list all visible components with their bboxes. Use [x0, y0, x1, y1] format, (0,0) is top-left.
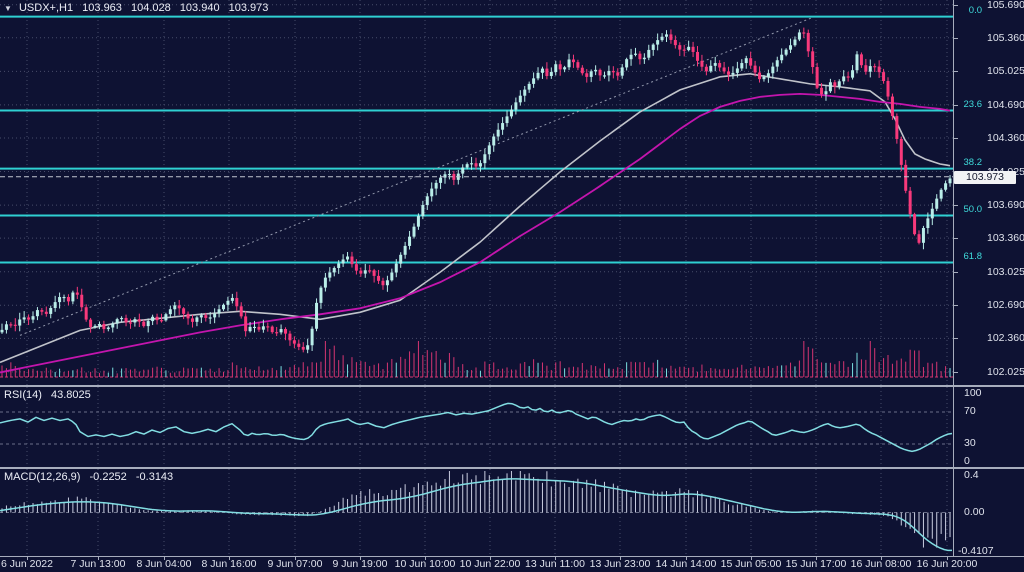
price-axis-tick	[953, 71, 958, 73]
symbol-period-label: USDX+,H1	[18, 2, 74, 14]
time-axis-tick	[27, 556, 28, 560]
fibonacci-level-label: 23.6	[963, 98, 983, 110]
macd-signal-value: -0.3143	[135, 471, 174, 483]
time-axis-tick	[360, 556, 361, 560]
time-axis-tick	[881, 556, 882, 560]
macd-name: MACD(12,26,9)	[4, 471, 81, 483]
price-axis-label: 102.690	[987, 299, 1024, 312]
macd-main-value: -0.2252	[89, 471, 127, 483]
time-axis-label: 10 Jun 22:00	[459, 558, 521, 570]
price-axis-tick	[953, 338, 958, 340]
time-axis-label: 6 Jun 2022	[1, 558, 53, 570]
price-axis-label: 104.360	[987, 131, 1024, 144]
chart-header: ▼ USDX+,H1 103.963 104.028 103.940 103.9…	[4, 2, 274, 14]
time-axis-tick	[751, 556, 752, 560]
fibonacci-level-label: 50.0	[963, 203, 983, 215]
time-axis-tick	[98, 556, 99, 560]
price-axis-tick	[953, 104, 958, 106]
time-axis-tick	[229, 556, 230, 560]
fibonacci-level-label: 61.8	[963, 250, 983, 262]
fibonacci-level-label: 38.2	[963, 156, 983, 168]
indicator-axis-label: -0.4107	[958, 545, 994, 557]
time-axis-label: 13 Jun 23:00	[589, 558, 651, 570]
time-axis-tick	[164, 556, 165, 560]
price-axis-label: 105.690	[987, 0, 1024, 11]
rsi-name: RSI(14)	[4, 389, 42, 401]
open-value: 103.963	[82, 2, 122, 14]
price-axis-tick	[953, 305, 958, 307]
indicator-axis-label: 100	[964, 387, 982, 399]
price-axis-border	[953, 0, 954, 556]
time-axis-tick	[555, 556, 556, 560]
triangle-down-icon[interactable]: ▼	[4, 4, 12, 13]
price-axis-label: 102.025	[987, 365, 1024, 378]
price-axis-tick	[953, 137, 958, 139]
close-value: 103.973	[228, 2, 269, 14]
panel-separator-macd[interactable]	[0, 467, 1024, 469]
price-axis-label: 104.690	[987, 98, 1024, 111]
low-value: 103.940	[179, 2, 220, 14]
time-axis-label: 14 Jun 14:00	[655, 558, 717, 570]
price-axis-label: 103.025	[987, 265, 1024, 278]
panel-separator-rsi[interactable]	[0, 385, 1024, 387]
price-axis-tick	[953, 271, 958, 273]
time-axis-tick	[816, 556, 817, 560]
price-axis-tick	[953, 4, 958, 6]
time-axis-label: 9 Jun 19:00	[332, 558, 388, 570]
indicator-axis-label: 30	[964, 437, 976, 449]
time-axis-label: 16 Jun 08:00	[850, 558, 912, 570]
time-axis-label: 9 Jun 07:00	[267, 558, 323, 570]
fibonacci-level-label: 0.0	[968, 4, 982, 16]
time-axis-label: 13 Jun 11:00	[525, 558, 585, 570]
time-axis-label: 10 Jun 10:00	[394, 558, 456, 570]
time-axis-tick	[490, 556, 491, 560]
rsi-label: RSI(14) 43.8025	[4, 389, 97, 401]
time-axis-label: 8 Jun 16:00	[201, 558, 257, 570]
time-axis-tick	[620, 556, 621, 560]
time-axis-tick	[947, 556, 948, 560]
macd-indicator-canvas[interactable]	[0, 469, 953, 556]
price-axis-tick	[953, 371, 958, 373]
price-axis-tick	[953, 238, 958, 240]
indicator-axis-label: 0.4	[964, 469, 979, 481]
time-axis-label: 15 Jun 17:00	[785, 558, 847, 570]
time-axis-tick	[425, 556, 426, 560]
time-axis-tick	[686, 556, 687, 560]
price-axis-label: 105.360	[987, 31, 1024, 44]
high-value: 104.028	[130, 2, 171, 14]
time-axis-separator	[0, 556, 1024, 557]
price-axis-tick	[953, 37, 958, 39]
indicator-axis-label: 70	[964, 405, 976, 417]
current-price-badge: 103.973	[954, 170, 1016, 184]
time-axis-label: 16 Jun 20:00	[916, 558, 978, 570]
price-axis-label: 103.690	[987, 199, 1024, 212]
time-axis-label: 15 Jun 05:00	[720, 558, 782, 570]
price-axis-label: 105.025	[987, 65, 1024, 78]
macd-label: MACD(12,26,9) -0.2252 -0.3143	[4, 471, 179, 483]
rsi-value: 43.8025	[50, 389, 91, 401]
price-axis-label: 103.360	[987, 232, 1024, 245]
price-axis-label: 102.360	[987, 332, 1024, 345]
indicator-axis-label: 0	[964, 455, 970, 467]
time-axis-label: 7 Jun 13:00	[70, 558, 126, 570]
rsi-indicator-canvas[interactable]	[0, 387, 953, 467]
time-axis-tick	[295, 556, 296, 560]
indicator-axis-label: 0.00	[964, 506, 985, 518]
price-axis-tick	[953, 205, 958, 207]
time-axis-label: 8 Jun 04:00	[136, 558, 192, 570]
main-chart-canvas[interactable]	[0, 0, 953, 385]
